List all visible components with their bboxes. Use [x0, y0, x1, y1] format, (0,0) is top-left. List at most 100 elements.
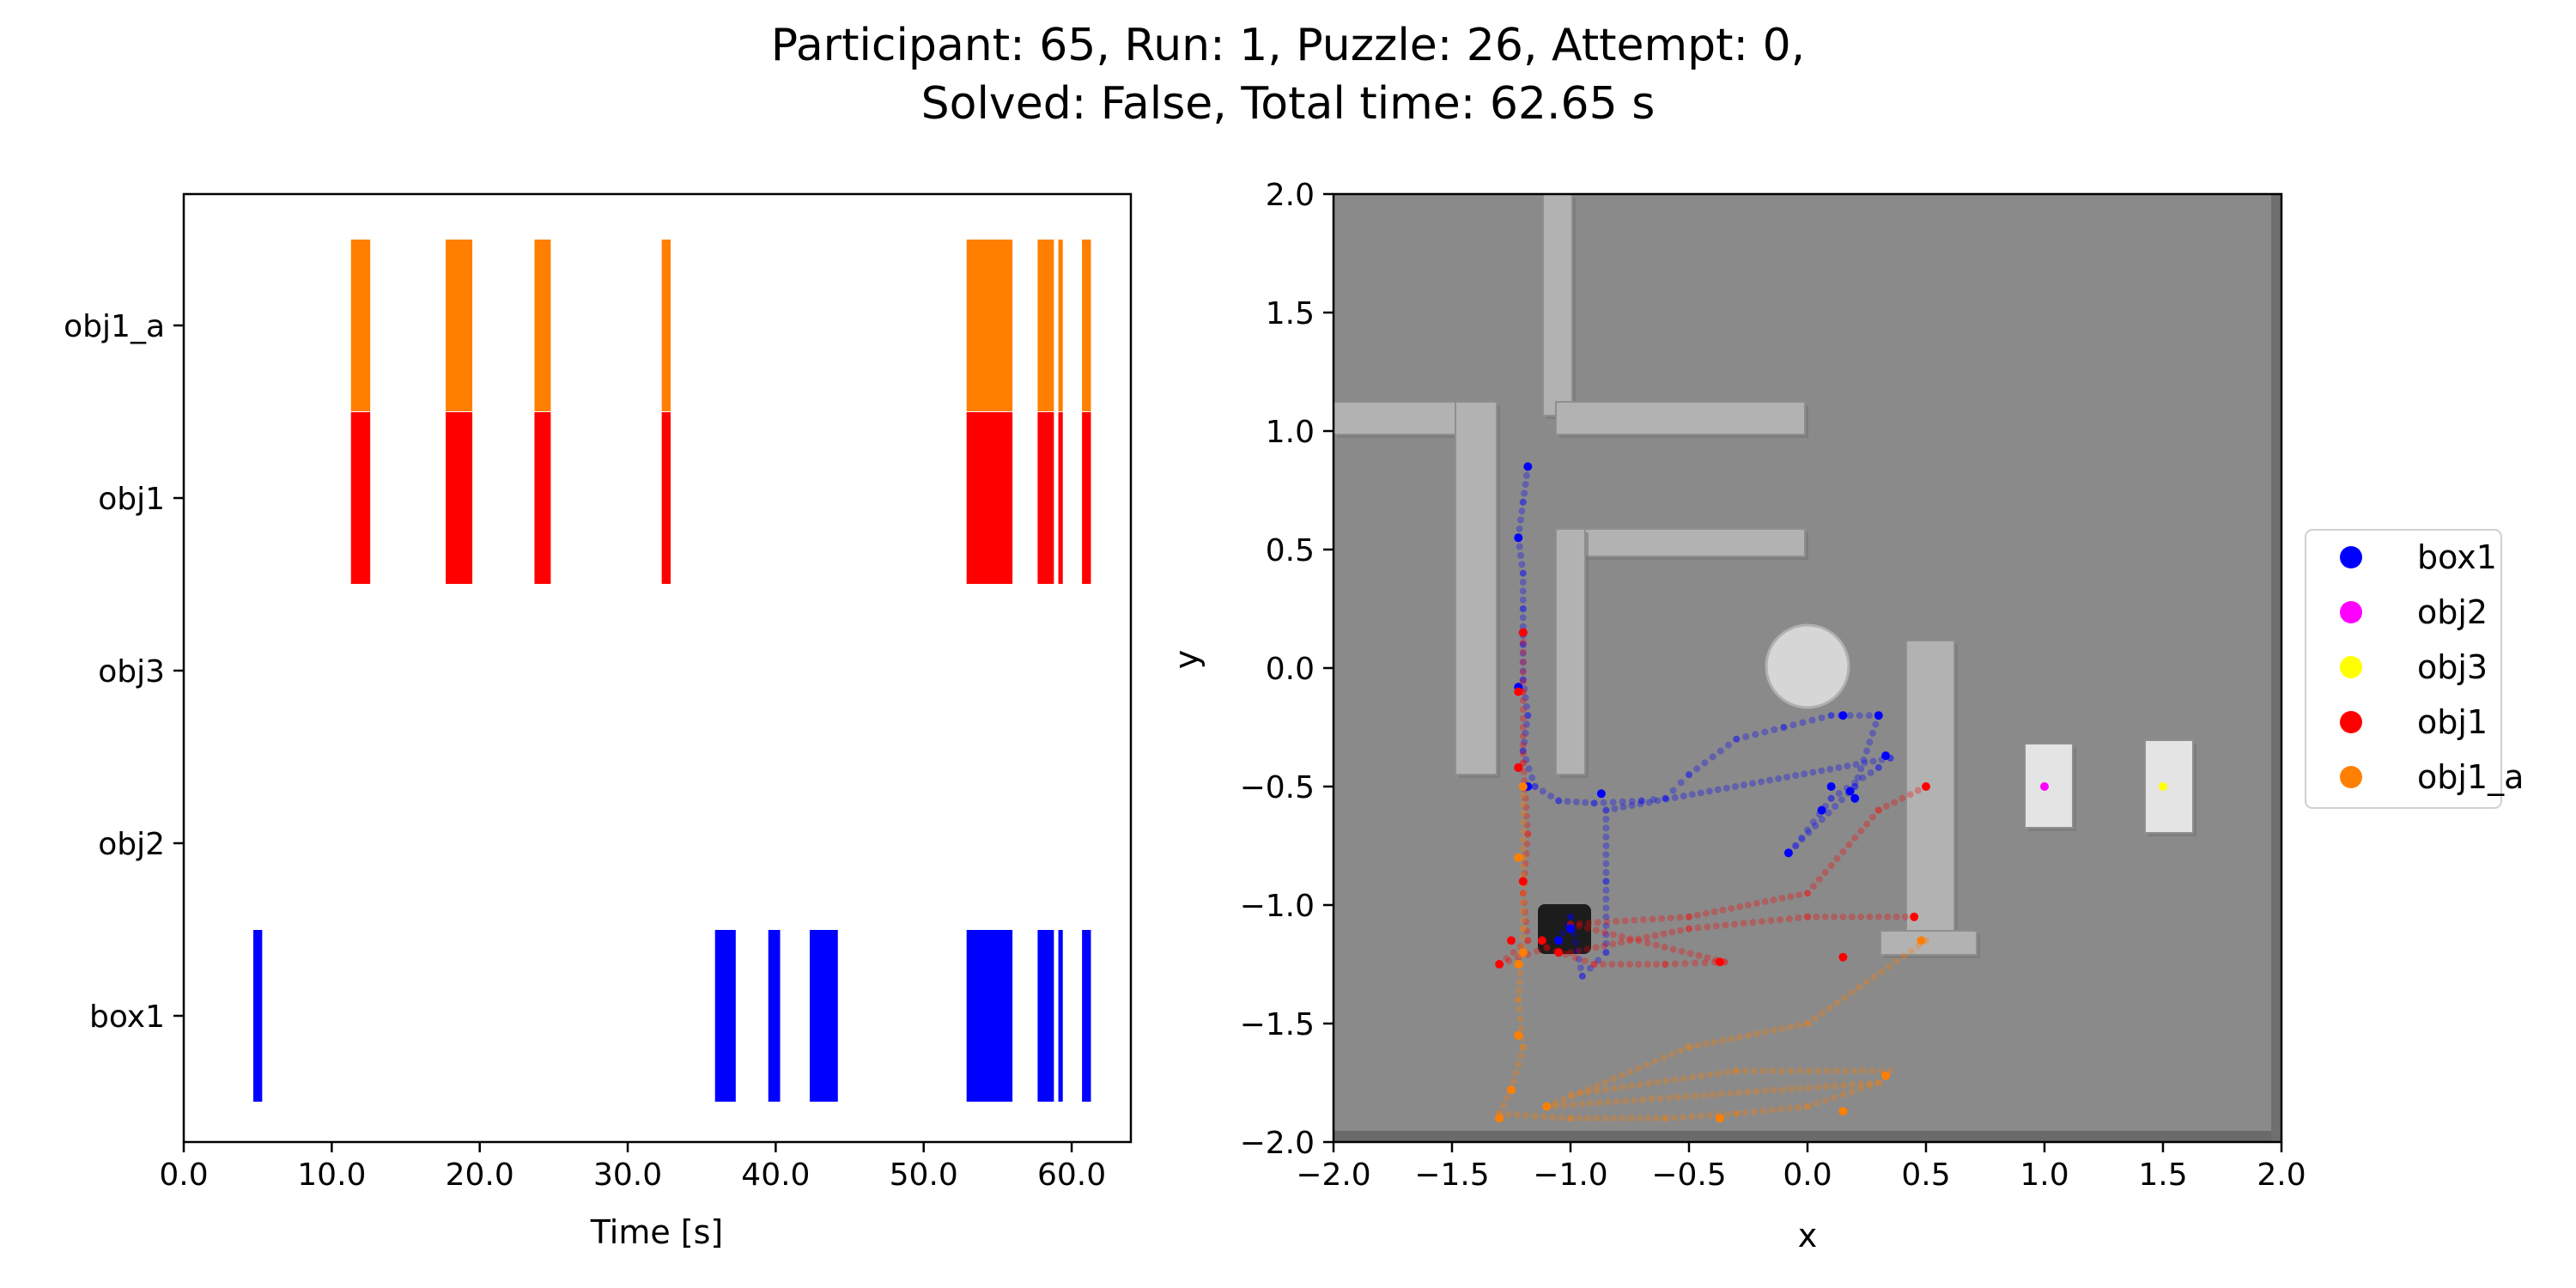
legend-label-box1: box1 [2417, 538, 2497, 576]
scene-x-tick-label: 1.5 [2138, 1157, 2187, 1193]
point-box1 [1596, 789, 1606, 799]
point-obj1_a [1514, 960, 1523, 969]
point-obj1 [1507, 936, 1516, 945]
legend-label-obj2: obj2 [2417, 593, 2488, 631]
figure-title-line1: Participant: 65, Run: 1, Puzzle: 26, Att… [771, 20, 1805, 71]
point-obj1_a [1542, 1102, 1552, 1111]
timeline-x-tick-label: 40.0 [741, 1157, 810, 1193]
scene-y-tick-label: 0.5 [1266, 533, 1315, 568]
scene-x-tick-label: 1.0 [2020, 1157, 2069, 1193]
point-box1 [1874, 711, 1883, 720]
timeline-bar-obj1 [350, 412, 371, 584]
point-obj1 [1518, 628, 1528, 637]
scene-y-tick-label: −2.0 [1240, 1126, 1315, 1161]
timeline-bar-box1 [1058, 930, 1063, 1102]
legend-box [2305, 529, 2502, 809]
scene-right-edge [2271, 194, 2281, 1142]
timeline-bar-obj1 [1058, 412, 1063, 584]
scene-floor-edge [1334, 1131, 2281, 1142]
scene-chart: −2.0 −1.5 −1.0 −0.5 0.0 0.5 1.0 1.5 2.0 −2.0 −1.5… [1168, 178, 2306, 1255]
timeline-bar-obj1 [1082, 412, 1091, 584]
point-obj1_a [1518, 782, 1528, 791]
point-box1 [1566, 924, 1575, 933]
wall-middle-horizontal [1555, 528, 1808, 560]
trail-box1 [1515, 463, 1894, 980]
figure-title-line2: Solved: False, Total time: 62.65 s [921, 78, 1656, 130]
point-box1 [1523, 462, 1533, 471]
point-box1 [1817, 805, 1826, 815]
point-obj1 [1514, 762, 1523, 772]
timeline-x-tick-label: 20.0 [446, 1157, 514, 1193]
point-obj1 [1715, 957, 1724, 967]
timeline-bar-box1 [810, 930, 838, 1102]
scene-x-tick-label: −0.5 [1651, 1157, 1726, 1193]
scene-x-axis-label: x [1798, 1217, 1818, 1255]
pedestal-obj2 [2024, 743, 2076, 831]
point-box1 [1850, 793, 1860, 803]
scene-y-tick-label: 1.5 [1266, 296, 1315, 331]
scene-y-tick-label: −1.5 [1240, 1007, 1315, 1042]
point-obj2 [2040, 782, 2049, 791]
timeline-bar-obj1 [966, 412, 1013, 584]
scene-y-tick-label: 2.0 [1266, 178, 1315, 213]
timeline-bar-box1 [966, 930, 1013, 1102]
scene-y-tick-label: −1.0 [1240, 889, 1315, 924]
legend-marker-box1 [2340, 546, 2362, 568]
timeline-bar-obj1 [446, 412, 473, 584]
timeline-x-ticks: 0.0 10.0 20.0 30.0 40.0 50.0 60.0 [159, 1142, 1106, 1193]
point-obj1 [1554, 948, 1564, 957]
timeline-bar-obj1_a [661, 240, 671, 411]
trail-obj1 [1496, 629, 1929, 968]
legend-label-obj1: obj1 [2417, 703, 2488, 741]
box1-object [1538, 904, 1591, 954]
round-obstacle [1765, 623, 1850, 709]
timeline-x-axis-label: Time [s] [590, 1213, 724, 1251]
scene-y-axis-label: y [1168, 650, 1206, 670]
scene-x-tick-label: 0.5 [1901, 1157, 1950, 1193]
point-obj1_a [1838, 1107, 1848, 1116]
scene-trails [1496, 463, 1929, 1122]
timeline-x-tick-label: 50.0 [890, 1157, 958, 1193]
point-box1 [1881, 751, 1891, 761]
wall-left-horizontal [1333, 401, 1464, 438]
timeline-bar-obj1_a [534, 240, 551, 411]
legend-marker-obj1 [2340, 711, 2362, 733]
wall-left-vertical [1455, 401, 1500, 778]
point-obj1 [1495, 960, 1504, 969]
scene-points [1495, 462, 2167, 1123]
timeline-y-tick-label: obj1 [98, 482, 165, 517]
point-obj1_a [1495, 1114, 1504, 1123]
point-obj1_a [1715, 1114, 1724, 1123]
timeline-bar-obj1_a [1082, 240, 1091, 411]
timeline-y-tick-label: box1 [89, 999, 165, 1035]
wall-right-vertical [1905, 640, 1958, 936]
scene-y-tick-label: 0.0 [1266, 652, 1315, 687]
scene-y-tick-label: −0.5 [1240, 770, 1315, 805]
point-box1 [1514, 533, 1523, 543]
point-obj1 [1537, 936, 1546, 945]
timeline-y-tick-label: obj1_a [64, 309, 165, 344]
scene-y-tick-label: 1.0 [1266, 415, 1315, 450]
timeline-bar-obj1_a [446, 240, 473, 411]
timeline-x-tick-label: 30.0 [593, 1157, 662, 1193]
timeline-bar-box1 [714, 930, 736, 1102]
timeline-bar-obj1_a [966, 240, 1013, 411]
legend-label-obj1_a: obj1_a [2417, 758, 2524, 796]
timeline-bars [253, 240, 1091, 1102]
scene-x-tick-label: 0.0 [1783, 1157, 1832, 1193]
point-obj1_a [1518, 948, 1528, 957]
timeline-x-tick-label: 60.0 [1037, 1157, 1106, 1193]
timeline-x-tick-label: 10.0 [297, 1157, 366, 1193]
scene-legend: box1 obj2 obj3 obj1 obj1_a [2305, 529, 2524, 809]
timeline-bar-box1 [253, 930, 263, 1102]
timeline-bar-obj1_a [350, 240, 371, 411]
timeline-axes-frame [182, 192, 1133, 1144]
timeline-y-tick-label: obj3 [98, 654, 165, 690]
point-obj3 [2159, 782, 2167, 791]
legend-label-obj3: obj3 [2417, 648, 2488, 686]
timeline-chart: 0.0 10.0 20.0 30.0 40.0 50.0 60.0 box1 obj2 obj3… [64, 192, 1133, 1251]
timeline-bar-box1 [1082, 930, 1091, 1102]
scene-x-tick-label: −1.0 [1533, 1157, 1607, 1193]
point-obj1_a [1507, 1085, 1516, 1095]
